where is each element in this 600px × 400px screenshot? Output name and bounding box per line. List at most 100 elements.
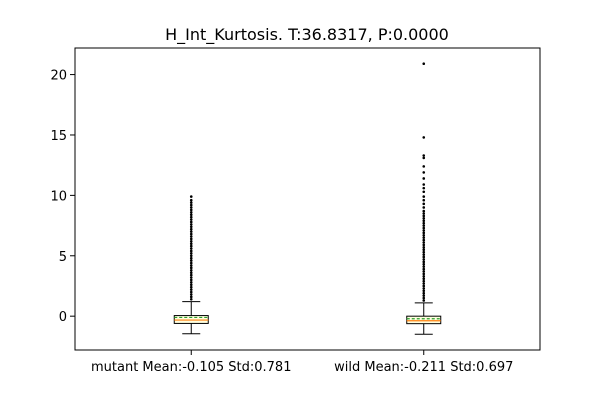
outlier-point [189,293,193,296]
outlier-point [189,285,193,289]
outlier-point [189,208,193,212]
outlier-point [422,291,426,295]
outlier-point [422,214,426,218]
x-tick-label: wild Mean:-0.211 Std:0.697 [334,360,513,375]
outlier-point [422,233,426,237]
outlier-point [422,236,426,239]
outlier-point [422,299,426,302]
outlier-point [189,195,193,198]
outlier-point [422,246,426,249]
y-tick-label: 20 [50,69,67,84]
outlier-point [422,156,426,160]
outlier-point [422,154,426,157]
outlier-point [189,273,193,277]
outlier-point [422,277,426,281]
outlier-point [422,243,426,247]
iqr-box [406,315,442,325]
outlier-point [189,290,193,294]
outlier-point [189,215,193,219]
plot-area-frame [74,47,541,351]
outlier-point [422,217,426,220]
outlier-point [422,206,426,209]
outlier-point [189,198,193,202]
outlier-point [189,288,193,291]
outlier-point [189,249,193,253]
outlier-point [422,284,426,288]
outlier-point [189,266,193,270]
outlier-point [189,259,193,262]
outlier-point [422,183,426,186]
outlier-point [189,297,193,301]
outlier-point [422,202,426,206]
outlier-point [422,219,426,223]
outlier-point [189,210,193,214]
outlier-point [189,247,193,250]
outlier-point [189,264,193,267]
outlier-point [422,195,426,198]
outlier-point [189,206,193,209]
outlier-point [422,287,426,290]
outlier-point [189,252,193,255]
outlier-point [422,177,426,180]
outlier-point [422,296,426,300]
outlier-point [189,261,193,265]
outlier-point [189,220,193,224]
outlier-point [422,224,426,227]
outlier-point [422,282,426,285]
outlier-point [189,242,193,245]
outlier-point [422,190,426,194]
outlier-point [422,253,426,256]
outlier-point [189,223,193,226]
outlier-point [422,226,426,230]
outlier-point [422,241,426,244]
y-tick-label: 0 [59,310,67,325]
outlier-point [422,186,426,190]
outlier-point [422,272,426,276]
outlier-point [422,248,426,252]
outlier-point [422,229,426,232]
outlier-point [189,218,193,221]
outlier-point [422,212,426,215]
outlier-point [189,295,193,299]
outlier-point [189,254,193,258]
outlier-point [422,255,426,259]
outlier-point [422,165,426,168]
outlier-point [189,237,193,241]
outlier-point [189,213,193,217]
chart-title: H_Int_Kurtosis. T:36.8317, P:0.0000 [165,25,449,45]
outlier-point [189,283,193,287]
outlier-point [189,256,193,260]
outlier-point [422,171,426,174]
outlier-point [189,230,193,233]
y-tick-label: 10 [50,189,67,204]
outlier-point [422,260,426,264]
outlier-point [422,265,426,268]
outlier-point [422,294,426,297]
outlier-point [189,244,193,248]
outlier-point [189,239,193,243]
outlier-point [422,231,426,235]
outlier-point [422,221,426,225]
outlier-point [422,267,426,271]
box-group-mutant [173,195,209,335]
outlier-point [189,271,193,274]
outlier-point [189,232,193,236]
outlier-point [422,250,426,254]
outlier-point [189,227,193,231]
outlier-point [422,62,426,66]
y-tick-label: 5 [59,250,67,265]
outlier-point [189,201,193,204]
outlier-point [422,262,426,266]
outlier-point [422,198,426,202]
outlier-point [189,235,193,238]
outlier-point [422,275,426,278]
outlier-point [189,278,193,282]
outlier-point [422,270,426,273]
outlier-point [189,276,193,279]
x-tick-label: mutant Mean:-0.105 Std:0.781 [91,360,291,375]
outlier-point [422,136,426,139]
outlier-point [422,258,426,261]
box-group-wild [406,62,442,335]
outlier-point [422,289,426,293]
